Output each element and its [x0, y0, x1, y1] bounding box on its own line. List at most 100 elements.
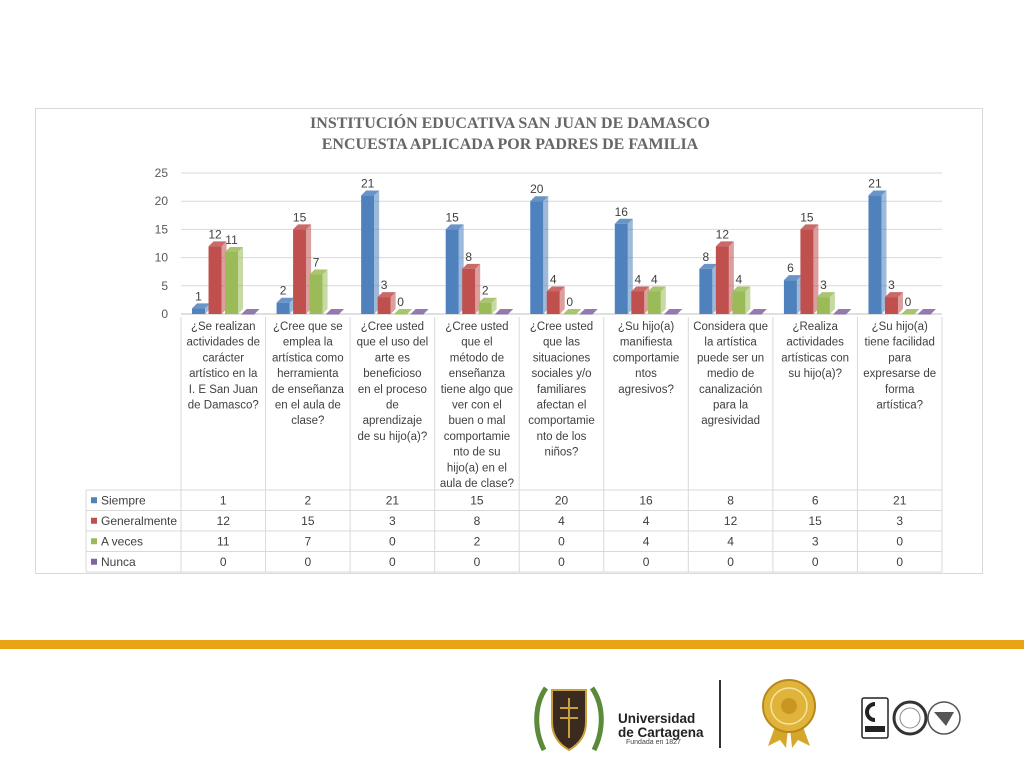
bar-side	[475, 263, 481, 314]
bar-top	[309, 269, 328, 275]
category-label-line: Considera que	[693, 321, 768, 333]
chart-frame: INSTITUCIÓN EDUCATIVA SAN JUAN DE DAMASC…	[35, 108, 983, 574]
table-value: 15	[808, 514, 822, 528]
data-label: 12	[208, 227, 222, 241]
category-label-line: tiene algo que	[441, 384, 513, 396]
table-value: 3	[896, 514, 903, 528]
bar-top	[361, 190, 380, 196]
footer-accent-band	[0, 640, 1024, 649]
bar-front	[530, 201, 544, 314]
bar-front	[884, 297, 898, 314]
category-label-line: método de	[450, 352, 504, 364]
data-label: 6	[787, 261, 794, 275]
category-label-line: medio de	[707, 368, 754, 380]
category-label-line: hijo(a) en el	[447, 462, 507, 474]
category-label-line: familiares	[537, 384, 586, 396]
category-label-line: agresivos?	[618, 384, 674, 396]
table-value: 2	[304, 493, 311, 507]
university-crest-logo	[534, 686, 604, 752]
bar-front	[241, 314, 255, 315]
bar-top	[732, 286, 751, 292]
category-label-line: ¿Cree que se	[273, 321, 343, 333]
bar-generalmente	[208, 241, 227, 314]
data-label: 4	[651, 272, 658, 286]
bar-generalmente	[800, 224, 819, 314]
data-label: 2	[280, 284, 287, 298]
bar-siempre	[276, 297, 295, 314]
bar-front	[732, 291, 746, 314]
data-label: 21	[868, 177, 882, 191]
category-label-line: aula de clase?	[440, 478, 514, 490]
bar-top	[664, 309, 683, 314]
bar-top	[462, 263, 481, 269]
chart-title-line: INSTITUCIÓN EDUCATIVA SAN JUAN DE DAMASC…	[310, 113, 710, 132]
legend-key	[91, 538, 97, 545]
certification-logos-icon	[861, 697, 961, 739]
category-label-line: que el uso del	[357, 337, 429, 349]
bar-a-veces	[478, 297, 497, 314]
bar-siempre	[192, 303, 211, 314]
category-label-line: nto de los	[537, 431, 587, 443]
bar-top	[546, 286, 565, 292]
category-label-line: de enseñanza	[272, 384, 345, 396]
category-label-line: ¿Se realizan	[191, 321, 256, 333]
data-label: 4	[550, 272, 557, 286]
bar-front	[901, 314, 915, 315]
table-value: 0	[389, 534, 396, 548]
bar-side	[559, 286, 565, 314]
bar-a-veces	[647, 286, 666, 314]
legend-label: Generalmente	[101, 514, 177, 528]
category-label-line: artísticas con	[781, 352, 849, 364]
bar-front	[462, 268, 476, 314]
bar-siempre	[614, 218, 633, 314]
bar-front	[800, 229, 814, 314]
bar-side	[829, 292, 835, 314]
bar-side	[660, 286, 666, 314]
bar-side	[374, 190, 380, 314]
category-label-line: para	[888, 352, 912, 364]
category-label-line: nto de su	[453, 447, 500, 459]
bar-top	[192, 303, 211, 309]
category-label-line: ¿Realiza	[792, 321, 838, 333]
bar-front	[614, 223, 628, 314]
bar-top	[917, 309, 936, 314]
bar-front	[495, 314, 509, 315]
table-value: 0	[558, 534, 565, 548]
y-tick-label: 15	[155, 222, 169, 236]
bar-front	[394, 314, 408, 315]
category-label-line: buen o mal	[448, 415, 505, 427]
data-label: 12	[716, 227, 730, 241]
data-label: 1	[195, 289, 202, 303]
bar-top	[495, 309, 514, 314]
category-label: ¿Cree usted que las situaciones sociales y/…	[528, 321, 594, 459]
category-label: ¿Realiza actividades artísticas con su hijo…	[781, 321, 849, 380]
data-label: 3	[820, 278, 827, 292]
category-label-line: ntos	[635, 368, 657, 380]
legend-label: A veces	[101, 534, 143, 548]
table-value: 0	[727, 555, 734, 569]
bar-top	[800, 224, 819, 230]
bar-side	[813, 224, 819, 314]
bar-front	[276, 302, 290, 314]
data-label: 0	[905, 295, 912, 309]
data-label: 3	[381, 278, 388, 292]
table-value: 15	[470, 493, 484, 507]
category-label-line: arte es	[375, 352, 410, 364]
bar-side	[745, 286, 751, 314]
data-label: 15	[446, 210, 460, 224]
bar-front	[783, 280, 797, 314]
category-label-line: beneficioso	[363, 368, 421, 380]
bar-top	[377, 292, 396, 298]
legend-label: Nunca	[101, 555, 136, 569]
bar-front	[748, 314, 762, 315]
survey-bar-chart: INSTITUCIÓN EDUCATIVA SAN JUAN DE DAMASC…	[85, 113, 943, 573]
table-value: 0	[220, 555, 227, 569]
category-label-line: herramienta	[277, 368, 339, 380]
table-value: 21	[386, 493, 400, 507]
bar-nunca	[748, 309, 767, 315]
bar-top	[783, 275, 802, 281]
bar-front	[192, 308, 206, 314]
category-label-line: de Damasco?	[188, 400, 259, 412]
data-label: 21	[361, 177, 375, 191]
bar-top	[631, 286, 650, 292]
